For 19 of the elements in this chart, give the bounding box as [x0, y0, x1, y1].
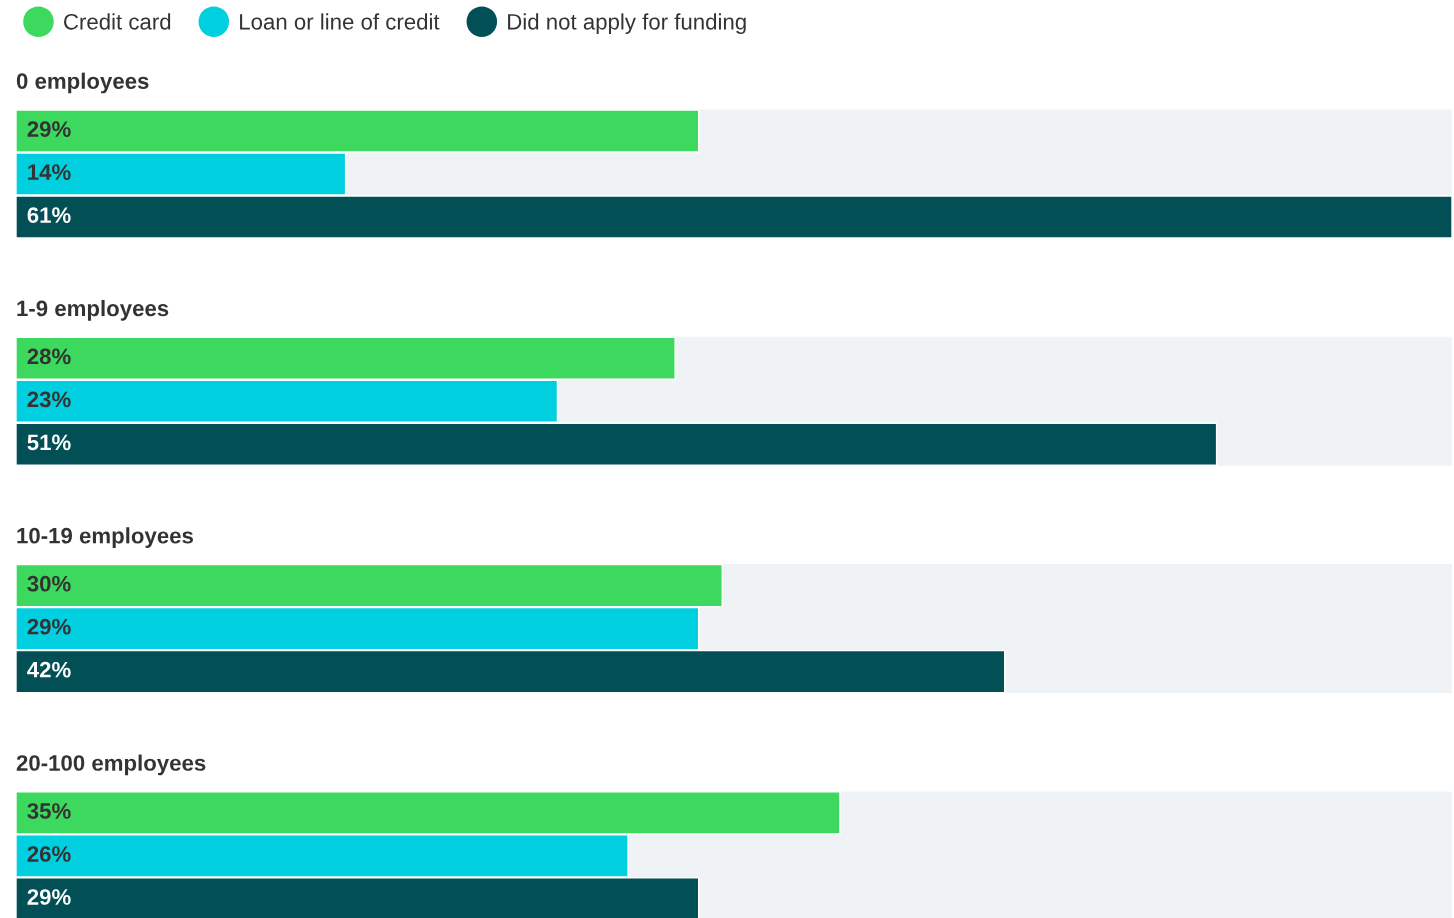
legend-label: Did not apply for funding: [508, 13, 746, 35]
data-label: 35%: [27, 803, 71, 819]
data-label: 23%: [27, 391, 71, 408]
data-label: 29%: [27, 889, 71, 905]
y-tick-label: 0 employees: [16, 72, 149, 94]
data-label: 28%: [27, 348, 71, 365]
data-label: 61%: [27, 207, 71, 223]
data-label: 14%: [28, 164, 71, 180]
data-label: 26%: [27, 846, 71, 862]
legend-label: Credit card: [64, 13, 171, 30]
data-label: 29%: [27, 121, 71, 137]
data-label: 29%: [27, 618, 71, 635]
data-label: 30%: [27, 575, 71, 592]
data-label: 42%: [27, 661, 71, 678]
y-tick-label: 1-9 employees: [17, 299, 169, 321]
y-tick-label: 20-100 employees: [16, 754, 206, 776]
y-tick-label: 10-19 employees: [17, 527, 193, 548]
legend-label: Loan or line of credit: [240, 13, 440, 30]
data-label: 51%: [27, 434, 71, 451]
